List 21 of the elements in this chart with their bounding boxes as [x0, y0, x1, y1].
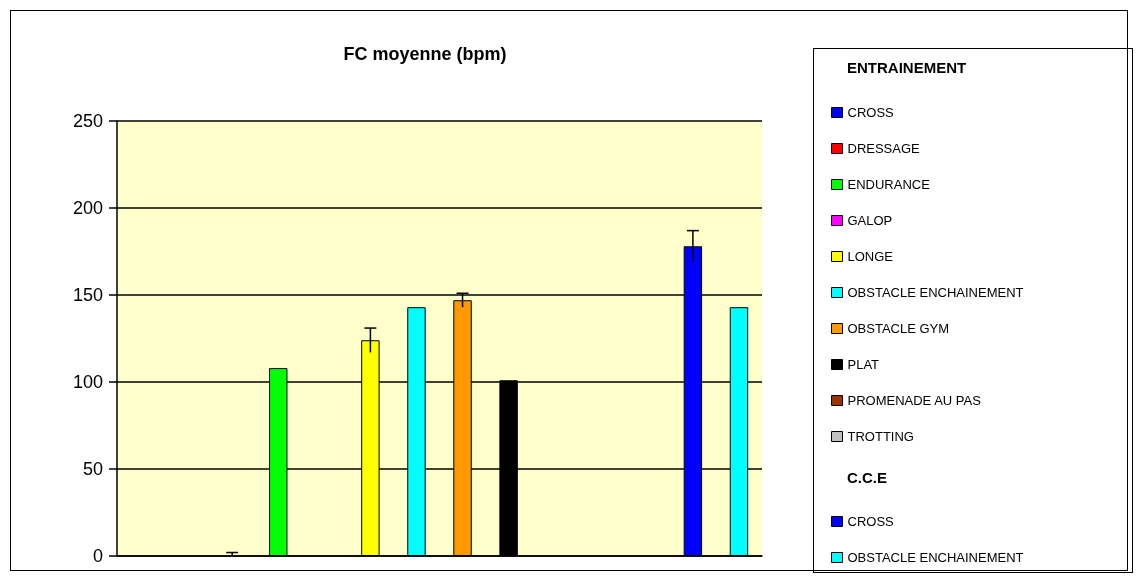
y-tick-label: 0 — [92, 546, 103, 566]
y-tick-label: 200 — [72, 198, 103, 218]
legend-label: DRESSAGE — [847, 141, 921, 156]
legend-label: OBSTACLE ENCHAINEMENT — [847, 550, 1024, 565]
y-tick-label: 50 — [82, 459, 103, 479]
y-tick-label: 250 — [72, 111, 103, 131]
legend-label: GALOP — [847, 213, 893, 228]
legend-label: OBSTACLE ENCHAINEMENT — [847, 285, 1024, 300]
legend-label: TROTTING — [847, 429, 914, 444]
legend-label: CROSS — [847, 105, 895, 120]
chart-title: FC moyenne (bpm) — [343, 44, 507, 64]
legend-label: PROMENADE AU PAS — [847, 393, 982, 408]
legend-label: CROSS — [847, 514, 895, 529]
y-tick-label: 150 — [72, 285, 103, 305]
legend-label: ENDURANCE — [847, 177, 931, 192]
y-tick-label: 100 — [72, 372, 103, 392]
legend-title: ENTRAINEMENT — [847, 59, 967, 76]
text: C.C.E — [847, 469, 888, 486]
legend-label: PLAT — [847, 357, 880, 372]
legend-label: OBSTACLE GYM — [847, 321, 950, 336]
legend-label: LONGE — [847, 249, 894, 264]
